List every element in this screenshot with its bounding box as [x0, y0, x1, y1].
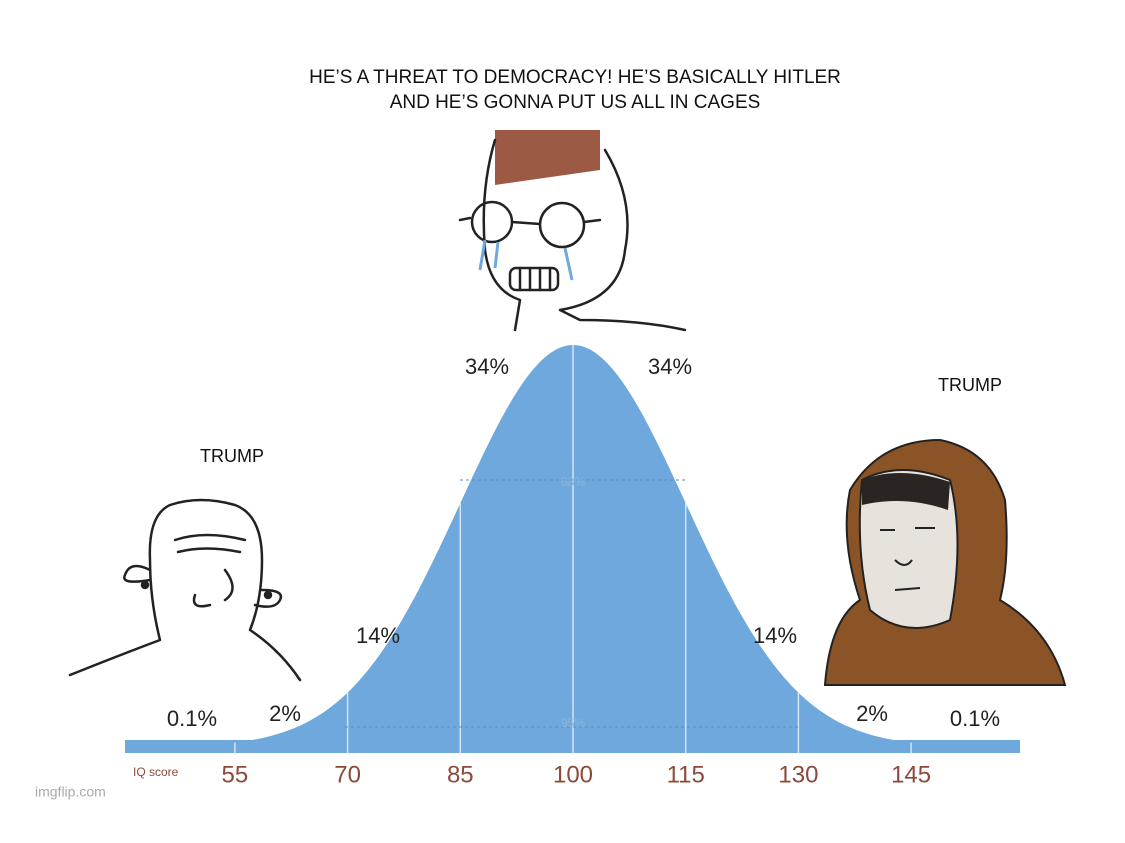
x-tick-label: 115: [667, 761, 705, 788]
right-character: [823, 438, 1067, 686]
axis-label: IQ score: [133, 765, 179, 779]
caption-line: HE’S A THREAT TO DEMOCRACY! HE’S BASICAL…: [309, 67, 841, 88]
label-right: TRUMP: [938, 375, 1002, 395]
percent-label: 0.1%: [950, 706, 1000, 731]
middle-character: [458, 130, 687, 332]
percent-label: 34%: [465, 354, 509, 379]
percent-label: 34%: [648, 354, 692, 379]
x-tick-label: 145: [891, 761, 931, 788]
caption-line: AND HE’S GONNA PUT US ALL IN CAGES: [390, 92, 761, 113]
x-tick-label: 70: [334, 761, 361, 788]
percent-label: 14%: [356, 623, 400, 648]
label-left: TRUMP: [200, 446, 264, 466]
band-label: 95%: [561, 716, 585, 730]
x-tick-label: 100: [553, 761, 593, 788]
percent-label: 2%: [269, 701, 301, 726]
percent-label: 2%: [856, 701, 888, 726]
watermark: imgflip.com: [35, 784, 106, 800]
percent-label: 14%: [753, 623, 797, 648]
x-tick-label: 55: [222, 761, 249, 788]
dynamic: 55 70 85 100 115 130 145 0.1% 2% 14% 34% 34% 14% 2% 0.…: [167, 354, 1000, 789]
band-label: 68%: [561, 475, 585, 489]
left-character: [68, 498, 302, 682]
x-tick-label: 85: [447, 761, 474, 788]
sd-lines: [234, 345, 912, 753]
percent-label: 0.1%: [167, 706, 217, 731]
x-tick-label: 130: [778, 761, 818, 788]
